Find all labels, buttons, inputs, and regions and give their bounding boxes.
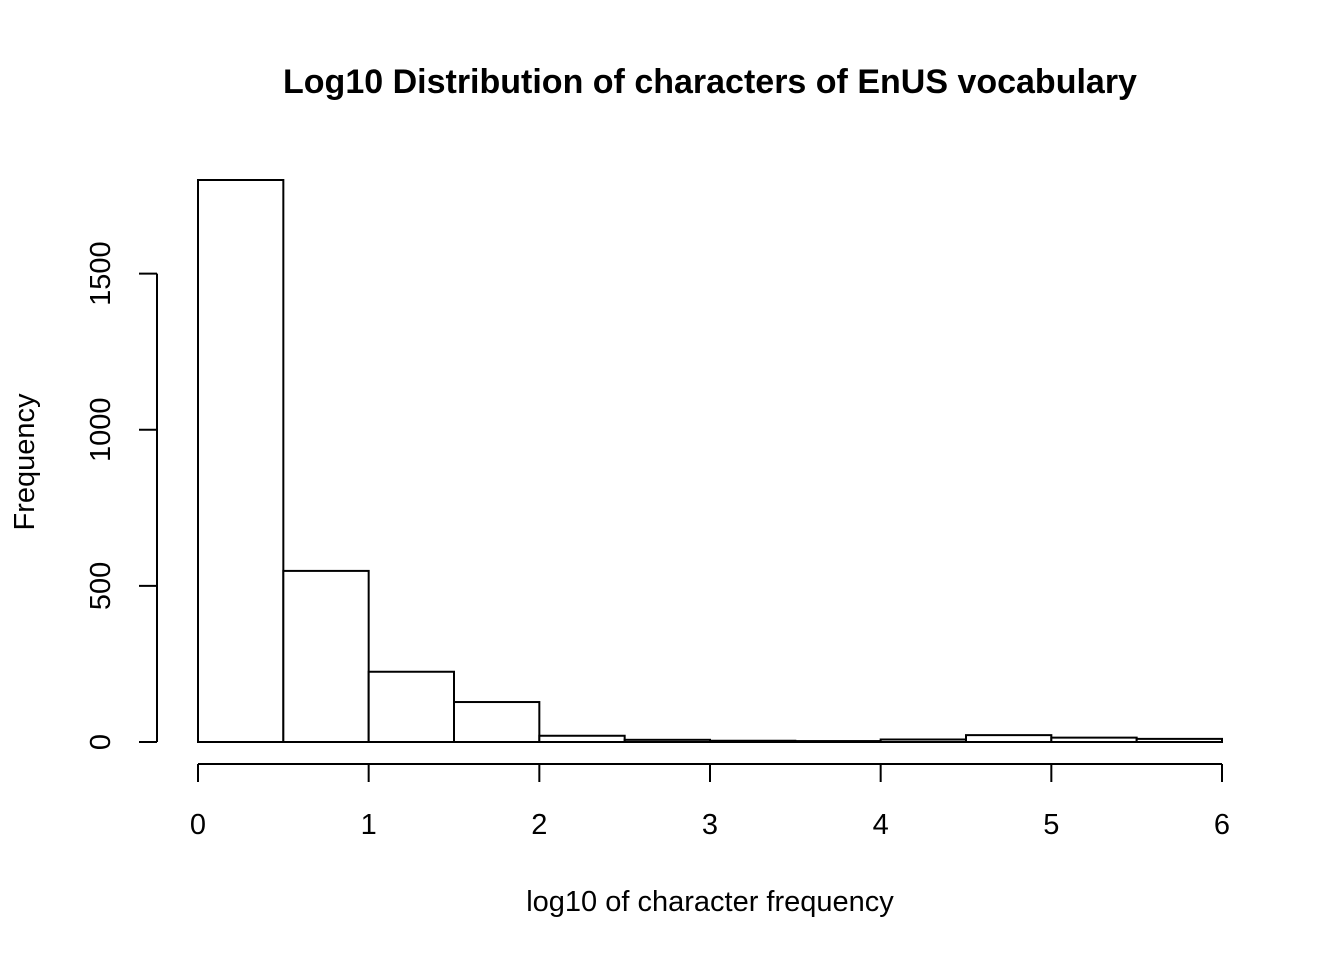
y-tick-label: 500 [85,562,117,610]
histogram-bar [623,738,712,744]
x-tick-label: 3 [702,809,718,841]
chart-title: Log10 Distribution of characters of EnUS… [283,63,1137,101]
histogram-bar [965,734,1053,743]
histogram-bar [709,739,797,743]
y-tick-label: 1500 [85,241,117,306]
histogram-bar [282,569,370,743]
x-tick-label: 6 [1214,809,1230,841]
histogram-bar [538,734,626,743]
y-axis-label: Frequency [9,393,41,531]
x-tick-label: 1 [361,809,377,841]
x-tick-label: 4 [873,809,889,841]
x-axis: 0 1 2 3 4 5 6 [190,763,1230,841]
histogram-bar [1135,737,1223,744]
x-axis-label: log10 of character frequency [526,886,894,918]
y-tick-label: 1000 [85,398,117,463]
histogram-bar [453,701,541,744]
x-tick-label: 2 [531,809,547,841]
x-tick-label: 0 [190,809,206,841]
bars-group [197,179,1223,744]
histogram-bar [1050,736,1138,744]
y-tick-label: 0 [85,734,117,750]
histogram-bar [794,740,882,744]
x-tick-label: 5 [1043,809,1059,841]
histogram-bar [367,670,455,743]
histogram-bar [197,179,285,743]
y-axis: 0 500 1000 1500 [85,241,158,750]
histogram-bar [879,738,968,743]
